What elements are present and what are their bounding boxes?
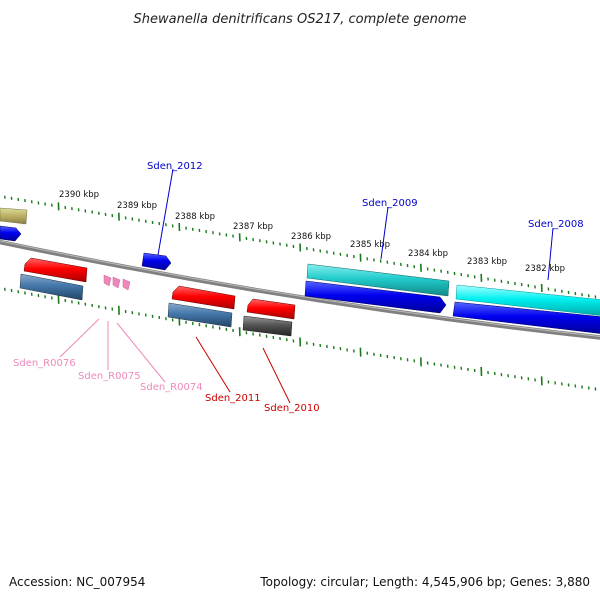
gene-feature-red-left[interactable] [23,257,88,283]
gene-label-sden-2010[interactable]: Sden_2010 [264,403,320,414]
scale-label-2387: 2387 kbp [233,222,273,232]
gene-labels: Sden_2012 Sden_2009 Sden_2008 Sden_R0076… [13,161,584,414]
scale-label-2384: 2384 kbp [408,249,448,259]
scale-label-2382: 2382 kbp [525,264,565,274]
genome-backbone-highlight [0,240,600,337]
gene-label-sden-r0075[interactable]: Sden_R0075 [78,371,141,382]
gene-label-sden-r0076[interactable]: Sden_R0076 [13,358,76,369]
gene-feature-red-mid[interactable] [171,285,236,310]
rna-feature-r0075[interactable] [112,276,121,289]
gene-feature-sden-2008[interactable] [452,301,600,334]
scale-labels: 2390 kbp 2389 kbp 2388 kbp 2387 kbp 2386… [59,190,565,274]
leader-sden-2008 [547,227,554,281]
accession-text: Accession: NC_007954 [9,575,145,589]
gene-feature-blue-left[interactable] [0,225,22,242]
gene-feature-sden-2009[interactable] [304,280,447,314]
reverse-features [19,257,296,337]
scale-label-2389: 2389 kbp [117,201,157,211]
gene-label-sden-2008[interactable]: Sden_2008 [528,219,584,230]
leader-sden-2009 [380,206,389,260]
gene-feature-steel-left[interactable] [19,273,84,301]
gene-feature-sden-2010[interactable] [246,298,296,320]
rna-feature-r0076[interactable] [103,274,112,287]
genome-summary-text: Topology: circular; Length: 4,545,906 bp… [259,575,590,589]
scale-label-2388: 2388 kbp [175,212,215,222]
gene-feature-sden-2008-cyan[interactable] [455,284,600,316]
gene-feature-steel-mid[interactable] [167,302,233,328]
forward-features [0,207,600,334]
leader-sden-2010 [262,347,291,404]
gene-label-sden-r0074[interactable]: Sden_R0074 [140,382,203,393]
map-title: Shewanella denitrificans OS217, complete… [134,12,467,27]
leader-sden-r0076 [59,318,100,358]
rna-feature-r0074[interactable] [122,278,131,291]
scale-ring-upper [4,195,597,299]
gene-feature-sden-2009-cyan[interactable] [306,263,450,297]
gene-label-sden-2012[interactable]: Sden_2012 [147,161,203,172]
gene-feature-olive[interactable] [0,207,28,225]
leader-sden-2011 [195,336,231,393]
scale-label-2386: 2386 kbp [291,232,331,242]
scale-label-2385: 2385 kbp [350,240,390,250]
genome-backbone [0,239,600,340]
gene-label-sden-2009[interactable]: Sden_2009 [362,198,418,209]
gene-label-sden-2011[interactable]: Sden_2011 [205,393,261,404]
gene-feature-gray[interactable] [242,315,293,337]
scale-label-2383: 2383 kbp [467,257,507,267]
leader-sden-r0074 [116,322,166,383]
scale-ring-lower [4,287,597,391]
gene-feature-sden-2012[interactable] [141,252,172,271]
leader-sden-2012 [157,168,174,256]
label-lines [59,168,554,404]
scale-label-2390: 2390 kbp [59,190,99,200]
